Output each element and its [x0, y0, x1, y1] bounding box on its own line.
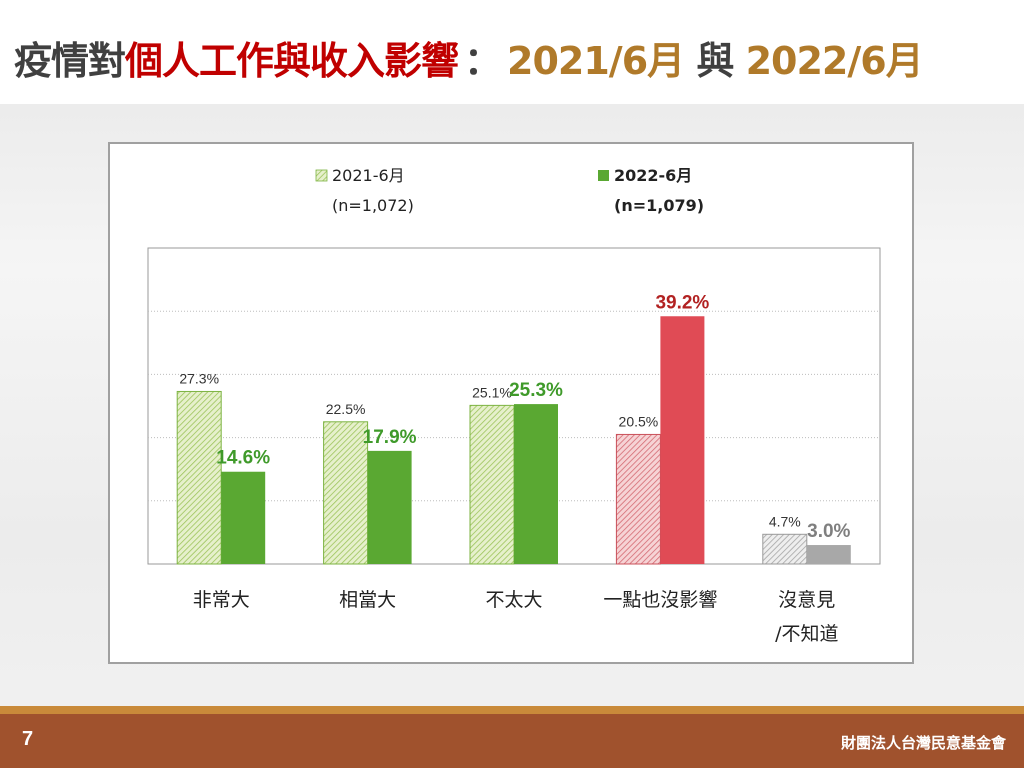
legend-sample-2021: (n=1,072)	[332, 196, 414, 215]
category-label: 不太大	[485, 589, 542, 611]
title-date-2021: 2021/6月	[507, 39, 685, 83]
legend-swatch-2021	[315, 169, 328, 182]
organization-name: 財團法人台灣民意基金會	[840, 734, 1006, 752]
bar-2022	[221, 471, 266, 564]
chart-frame: 2021-6月 (n=1,072) 2022-6月 (n=1,079) 27.3% 14…	[108, 142, 914, 664]
bar-2022	[660, 316, 705, 564]
value-label-2022: 14.6%	[216, 448, 270, 469]
footer: 7 財團法人台灣民意基金會	[0, 714, 1024, 768]
category-label: 沒意見/不知道	[775, 589, 838, 645]
category-label: 一點也沒影響	[603, 589, 717, 611]
bar-2021	[469, 404, 515, 565]
chart-category-labels: 非常大 相當大 不太大 一點也沒影響 沒意見/不知道	[193, 589, 839, 645]
legend-swatch-2022	[598, 170, 609, 181]
footer-accent-line	[0, 706, 1024, 714]
category-label: 相當大	[339, 589, 396, 611]
value-label-2022: 25.3%	[509, 380, 563, 401]
title-colon: ：	[464, 39, 502, 83]
bar-2021	[762, 533, 808, 565]
slide-title: 疫情對個人工作與收入影響： 2021/6月 與 2022/6月	[14, 30, 924, 85]
category-label-line: 一點也沒影響	[603, 589, 717, 611]
title-connector: 與	[684, 39, 746, 83]
bar-chart: 2021-6月 (n=1,072) 2022-6月 (n=1,079) 27.3% 14…	[147, 166, 881, 645]
category-label-line: 沒意見	[778, 589, 835, 611]
value-label-2021: 22.5%	[326, 401, 366, 417]
bar-2022	[514, 404, 558, 564]
bar-2021	[323, 421, 369, 565]
category-label: 非常大	[193, 589, 250, 611]
title-date-2022: 2022/6月	[745, 39, 924, 83]
value-label-2021: 4.7%	[769, 513, 801, 529]
value-label-2021: 25.1%	[472, 384, 512, 400]
category-label-line: 非常大	[193, 589, 250, 611]
title-bar: 疫情對個人工作與收入影響： 2021/6月 與 2022/6月	[0, 0, 1024, 104]
title-part-topic: 疫情對	[14, 39, 126, 83]
legend-label-2022: 2022-6月	[614, 166, 692, 185]
category-label-line: 不太大	[485, 589, 542, 611]
value-label-2021: 27.3%	[179, 370, 219, 386]
bar-2021	[176, 390, 222, 565]
value-label-2022: 39.2%	[655, 292, 709, 313]
category-label-line: /不知道	[775, 623, 838, 645]
chart-legend: 2021-6月 (n=1,072) 2022-6月 (n=1,079)	[315, 166, 704, 215]
value-label-2022: 3.0%	[807, 521, 850, 542]
bar-2022	[367, 450, 412, 564]
value-label-2021: 20.5%	[619, 413, 659, 429]
chart-bars	[176, 316, 851, 565]
chart-value-labels: 27.3% 14.6% 22.5% 17.9% 25.1%25.3% 20.5% 39.2%…	[179, 292, 850, 542]
value-label-2022: 17.9%	[363, 427, 417, 448]
legend-sample-2022: (n=1,079)	[614, 196, 704, 215]
title-part-highlight: 個人工作與收入影響	[125, 39, 459, 83]
category-label-line: 相當大	[339, 589, 396, 611]
bar-2021	[615, 433, 661, 565]
legend-label-2021: 2021-6月	[332, 166, 405, 185]
page-number: 7	[22, 728, 34, 750]
bar-2022	[806, 545, 851, 564]
